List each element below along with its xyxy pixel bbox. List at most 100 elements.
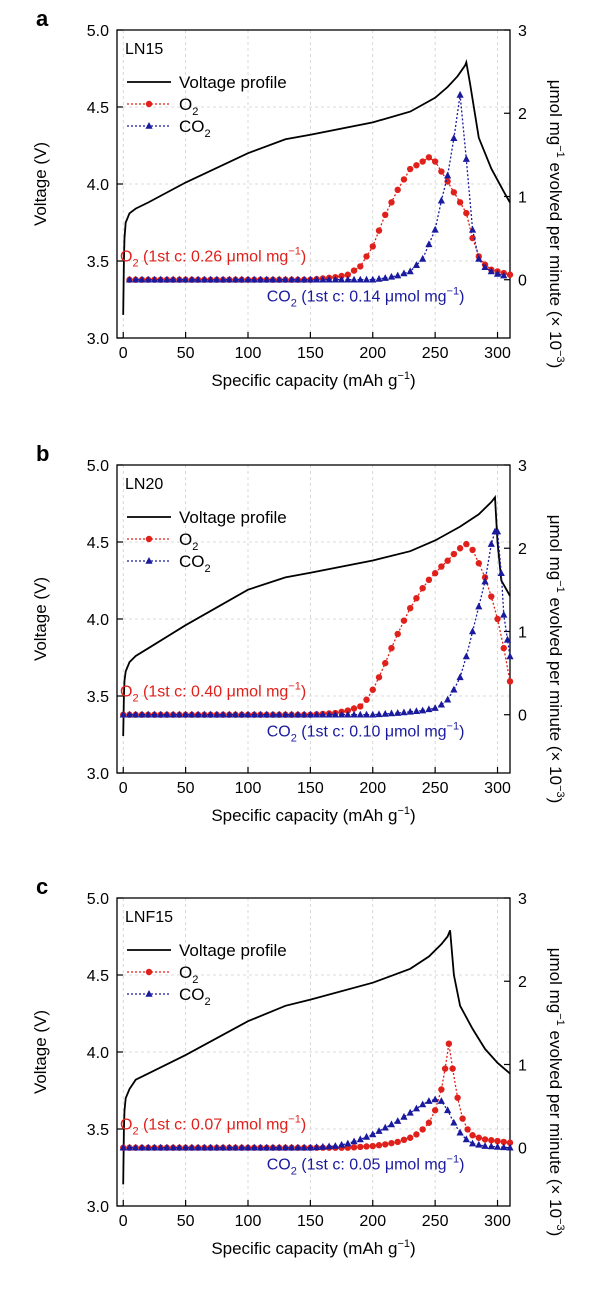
o2-point xyxy=(469,546,476,554)
o2-annotation: O2​ (1st c: 0.07 μmol mg−1​) xyxy=(120,1114,306,1138)
co2-point xyxy=(157,275,165,283)
co2-point xyxy=(125,275,134,283)
chart-svg-a: a 0 50 100 150 200 250 300 3.0 3.5 4.0 4.5 5.0 0 1 2 3 Sp… xyxy=(31,6,566,390)
co2-point xyxy=(337,710,346,718)
y-left-axis-label: Voltage (V) xyxy=(31,142,50,226)
co2-point xyxy=(475,1140,483,1148)
o2-point xyxy=(506,678,514,685)
co2-point xyxy=(169,275,177,283)
co2-point xyxy=(182,275,190,283)
co2-point xyxy=(450,1118,458,1126)
x-tick-label: 50 xyxy=(177,1213,195,1230)
co2-point xyxy=(444,695,452,703)
co2-point xyxy=(369,275,377,283)
o2-point xyxy=(469,1132,476,1139)
co2-point xyxy=(468,1139,477,1147)
co2-point xyxy=(356,1135,364,1143)
o2-point xyxy=(357,1143,364,1151)
co2-point xyxy=(275,1143,283,1151)
co2-annotation: CO2​ (1st c: 0.14 μmol mg−1​) xyxy=(267,286,465,310)
co2-line xyxy=(129,94,504,281)
co2-point xyxy=(213,1143,221,1151)
co2-point xyxy=(175,275,183,283)
co2-point xyxy=(493,269,502,277)
x-axis-label: Specific capacity (mAh g−1​) xyxy=(211,805,415,825)
co2-point xyxy=(244,275,252,283)
co2-point xyxy=(406,267,414,275)
co2-point xyxy=(362,1132,371,1140)
o2-point xyxy=(488,1137,495,1144)
co2-point xyxy=(319,275,327,283)
y-right-tick-label: 3 xyxy=(518,458,527,475)
co2-point xyxy=(250,275,258,283)
y-left-tick-label: 3.5 xyxy=(87,689,109,706)
co2-point xyxy=(256,710,265,718)
co2-point xyxy=(225,1143,233,1151)
co2-point xyxy=(269,710,277,718)
co2-point xyxy=(381,709,389,717)
y-left-tick-label: 4.5 xyxy=(87,535,109,552)
o2-point xyxy=(369,243,376,250)
co2-point xyxy=(182,1143,190,1151)
co2-point xyxy=(250,710,258,718)
o2-point xyxy=(413,1131,420,1138)
y-right-tick-label: 2 xyxy=(518,974,527,991)
co2-point xyxy=(294,275,302,283)
x-axis-label: Specific capacity (mAh g−1​) xyxy=(211,370,415,390)
x-tick-label: 300 xyxy=(484,345,511,362)
co2-point xyxy=(481,263,489,271)
voltage-line xyxy=(122,58,511,315)
o2-point xyxy=(431,570,439,577)
o2-point xyxy=(350,705,358,712)
o2-point xyxy=(450,550,458,558)
co2-point xyxy=(444,1106,452,1114)
y-right-axis-label: μmol mg−1​ evolved per minute (× 10−3​) xyxy=(546,948,566,1237)
co2-point xyxy=(475,254,483,262)
co2-annotation: CO2​ (1st c: 0.05 μmol mg−1​) xyxy=(267,1154,465,1178)
o2-point xyxy=(500,1138,507,1146)
co2-point xyxy=(169,710,177,718)
y-left-tick-label: 3.5 xyxy=(87,1122,109,1139)
legend-label: Voltage profile xyxy=(179,941,287,960)
co2-point xyxy=(362,710,371,718)
co2-point xyxy=(231,275,240,283)
co2-point xyxy=(256,275,265,283)
o2-point xyxy=(444,178,451,185)
co2-point xyxy=(481,577,489,585)
co2-point xyxy=(500,1143,508,1151)
co2-point xyxy=(269,1143,277,1151)
co2-point xyxy=(281,275,290,283)
o2-point xyxy=(459,1115,466,1122)
o2-point xyxy=(475,1134,483,1141)
co2-point xyxy=(281,1143,290,1151)
y-left-tick-label: 4.0 xyxy=(87,1045,109,1062)
y-left-tick-label: 3.0 xyxy=(87,1199,109,1216)
co2-point xyxy=(325,1142,333,1150)
x-tick-label: 50 xyxy=(177,780,195,797)
voltage-line xyxy=(122,929,511,1185)
co2-point xyxy=(119,1143,127,1151)
co2-point xyxy=(394,1117,402,1124)
o2-annotation: O2​ (1st c: 0.40 μmol mg−1​) xyxy=(120,681,306,705)
y-left-axis-label: Voltage (V) xyxy=(31,577,50,661)
o2-point xyxy=(463,209,470,217)
co2-point xyxy=(356,710,364,718)
co2-point xyxy=(450,685,458,693)
co2-point xyxy=(288,710,296,718)
co2-point xyxy=(288,1143,296,1151)
sample-label: LN20 xyxy=(125,476,163,493)
co2-point xyxy=(331,1142,339,1149)
y-left-tick-label: 4.5 xyxy=(87,100,109,117)
co2-point xyxy=(487,267,495,275)
co2-point xyxy=(132,710,140,718)
o2-point xyxy=(438,563,445,570)
o2-point xyxy=(350,1144,358,1151)
y-right-tick-label: 0 xyxy=(518,1141,527,1158)
co2-point xyxy=(400,269,408,277)
co2-point xyxy=(231,1143,240,1151)
o2-point xyxy=(394,1138,401,1146)
co2-point xyxy=(468,627,477,635)
y-left-tick-label: 4.0 xyxy=(87,177,109,194)
co2-point xyxy=(362,275,371,283)
co2-point xyxy=(188,710,196,718)
